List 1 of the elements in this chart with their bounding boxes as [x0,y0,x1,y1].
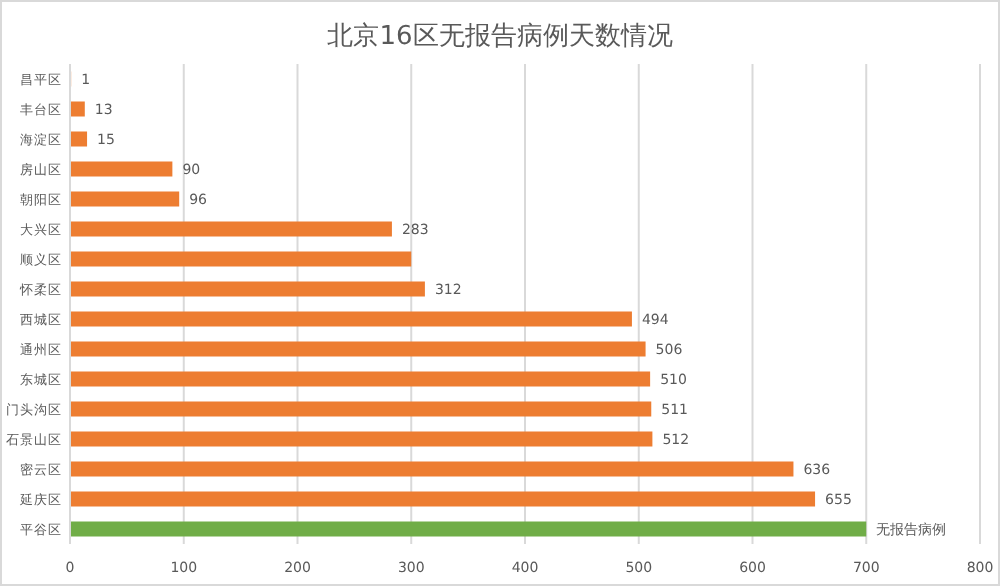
chart-title: 北京16区无报告病例天数情况 [327,22,673,52]
